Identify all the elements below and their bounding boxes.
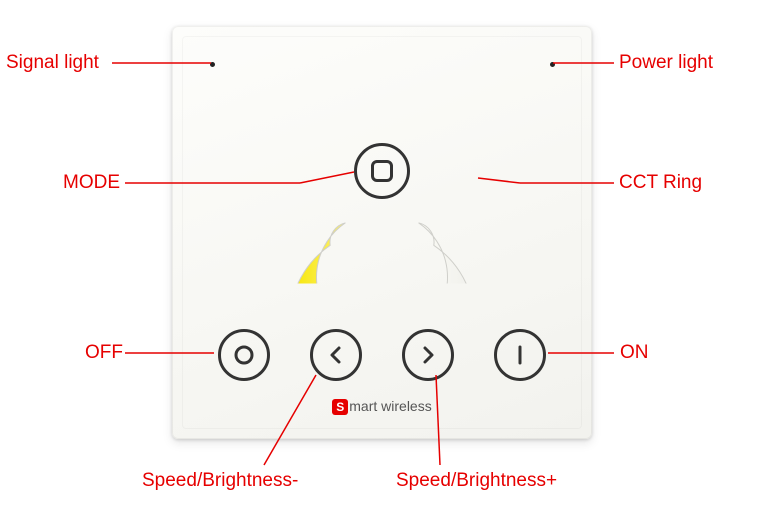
callout-lines	[0, 0, 760, 506]
